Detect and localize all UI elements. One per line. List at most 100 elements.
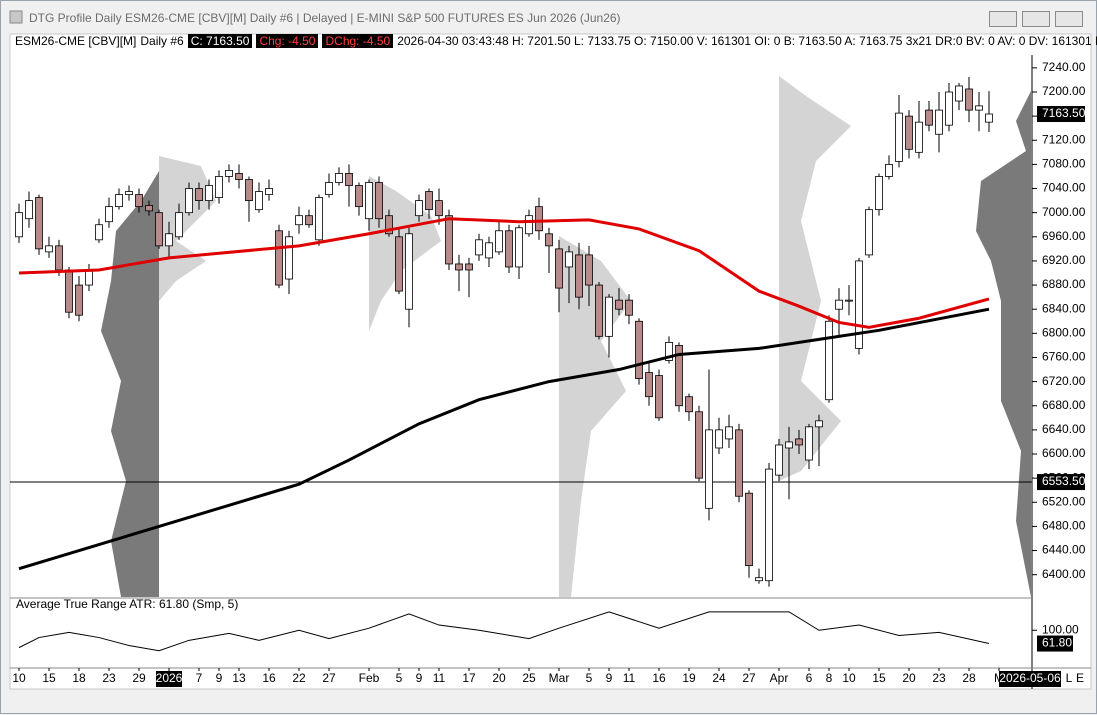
candle-body — [845, 299, 853, 302]
candle-body — [195, 188, 203, 201]
x-tick-label: 11 — [623, 671, 636, 685]
candle-body — [805, 426, 813, 461]
candle-body — [665, 341, 673, 361]
x-tick-label: 9 — [606, 671, 613, 685]
candle-body — [675, 345, 683, 407]
candle-body — [685, 396, 693, 413]
candle-body — [355, 185, 363, 208]
volume-profile — [559, 236, 631, 597]
x-tick-label: Mar — [549, 671, 570, 685]
x-tick-label: 2026 — [156, 671, 183, 685]
candle-body — [775, 444, 783, 476]
candle-body — [705, 429, 713, 509]
candle-body — [885, 163, 893, 177]
atr-line — [18, 611, 990, 652]
candle-body — [555, 248, 563, 289]
interval: Daily #6 — [140, 34, 184, 48]
y-tick-label: 6840.00 — [1042, 301, 1086, 315]
candle-body — [155, 212, 163, 247]
y-tick-label: 6480.00 — [1042, 519, 1086, 533]
y-tick-label: 6400.00 — [1042, 567, 1086, 581]
y-tick-label: 7040.00 — [1042, 181, 1086, 195]
minimize-button[interactable] — [989, 11, 1017, 27]
quote-details: 2026-04-30 03:43:48 H: 7201.50 L: 7133.7… — [397, 34, 1097, 48]
maximize-button[interactable] — [1022, 11, 1050, 27]
candle-body — [235, 173, 243, 180]
candle-body — [395, 236, 403, 292]
x-tick-label: 5 — [586, 671, 593, 685]
candle-body — [655, 375, 663, 419]
candle-body — [175, 212, 183, 238]
daily-change-box: DChg: -4.50 — [322, 34, 394, 48]
candle-body — [315, 197, 323, 241]
year-box — [156, 671, 182, 687]
candle-body — [525, 215, 533, 235]
candle-body — [25, 200, 33, 220]
candle-body — [115, 194, 123, 208]
candle-body — [95, 224, 103, 241]
candle-body — [595, 284, 603, 337]
x-tick-label: 20 — [902, 671, 916, 685]
y-tick-label: 6760.00 — [1042, 350, 1086, 364]
volume-profile — [369, 176, 441, 331]
x-tick-label: 23 — [932, 671, 946, 685]
window-title: DTG Profile Daily ESM26-CME [CBV][M] Dai… — [29, 11, 621, 25]
candle-body — [855, 260, 863, 349]
close-box: C: 7163.50 — [187, 34, 253, 48]
y-tick-label: 6440.00 — [1042, 543, 1086, 557]
candle-body — [105, 206, 113, 223]
y-tick-label: 6800.00 — [1042, 326, 1086, 340]
x-tick-label: 13 — [232, 671, 246, 685]
candle-body — [305, 215, 313, 226]
x-tick-label: 29 — [132, 671, 146, 685]
x-tick-label: 10 — [12, 671, 26, 685]
candle-body — [135, 194, 143, 208]
candle-body — [335, 173, 343, 183]
x-tick-label: 24 — [712, 671, 726, 685]
candle-body — [565, 251, 573, 268]
x-tick-label: 28 — [962, 671, 976, 685]
toolbar-button[interactable]: L — [1066, 671, 1073, 685]
close-button[interactable] — [1055, 11, 1083, 27]
candle-body — [415, 200, 423, 217]
candle-body — [695, 411, 703, 479]
y-tick-label: 7000.00 — [1042, 205, 1086, 219]
candle-body — [645, 372, 653, 398]
candle-body — [405, 233, 413, 310]
candle-body — [55, 245, 63, 271]
last-price-label: 7163.50 — [1042, 106, 1086, 120]
x-tick-label: 17 — [462, 671, 476, 685]
header: ESM26-CME [CBV][M] Daily #6 C: 7163.50 C… — [15, 34, 1097, 48]
candle-body — [445, 215, 453, 265]
last-value-label: 61.80 — [1042, 636, 1072, 650]
candle-body — [755, 577, 763, 582]
x-tick-label: 11 — [433, 671, 446, 685]
candle-body — [465, 263, 473, 271]
x-tick-label: 23 — [102, 671, 116, 685]
candle-body — [145, 205, 153, 212]
candle-body — [475, 239, 483, 256]
candle-body — [965, 88, 973, 111]
candle-body — [915, 121, 923, 153]
toolbar-button[interactable]: E — [1076, 671, 1084, 685]
volume-profiles — [101, 76, 1031, 597]
y-tick-label: 6640.00 — [1042, 422, 1086, 436]
candle-body — [85, 269, 93, 286]
candle-body — [345, 173, 353, 186]
candle-body — [865, 209, 873, 256]
x-tick-label: 5 — [396, 671, 403, 685]
moving-average — [18, 217, 990, 329]
candle-body — [535, 206, 543, 232]
candle-body — [225, 170, 233, 177]
volume-profile — [976, 91, 1031, 597]
candle-body — [715, 429, 723, 449]
candle-body — [485, 242, 493, 259]
candle-body — [815, 420, 823, 428]
volume-profile — [779, 76, 851, 481]
date-cursor: 2026-05-06 — [999, 671, 1061, 685]
candle-body — [255, 191, 263, 211]
candle-body — [365, 182, 373, 220]
x-tick-label: 9 — [216, 671, 223, 685]
candle-body — [635, 320, 643, 379]
